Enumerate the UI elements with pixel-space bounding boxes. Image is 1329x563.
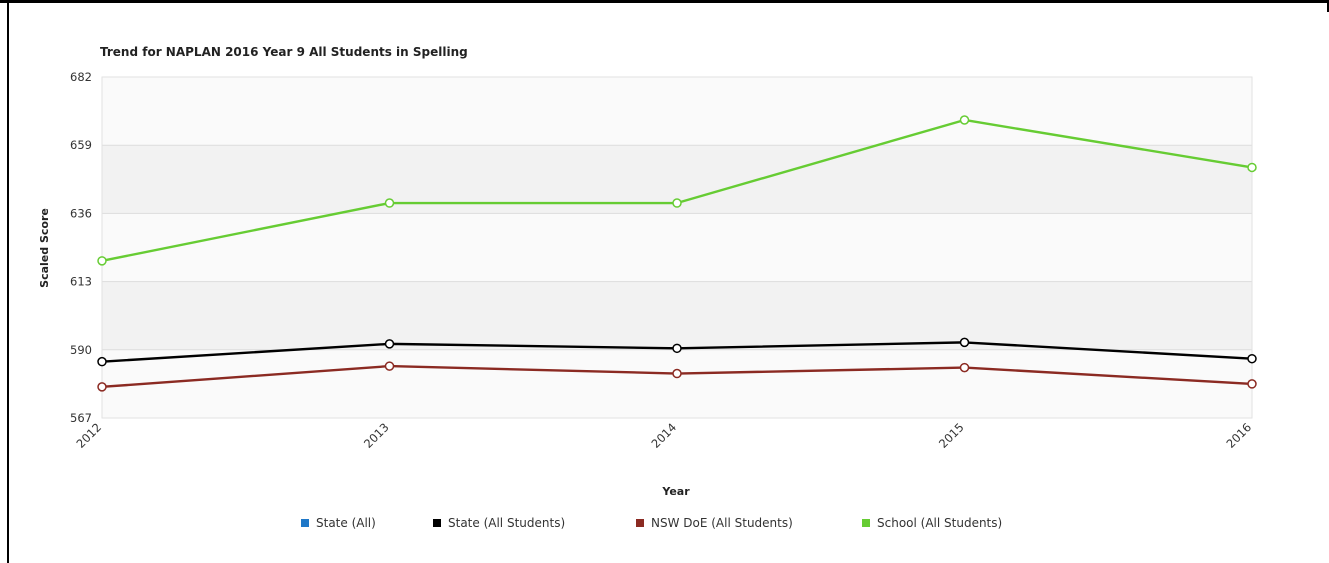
plot-band	[102, 77, 1252, 146]
data-point[interactable]	[384, 361, 395, 371]
data-point[interactable]	[384, 198, 395, 208]
data-point[interactable]	[1247, 162, 1257, 173]
data-point[interactable]	[959, 115, 970, 125]
data-point[interactable]	[384, 339, 395, 349]
chart-title: Trend for NAPLAN 2016 Year 9 All Student…	[100, 45, 468, 59]
plot-band	[102, 349, 1252, 418]
legend: State (All) State (All Students) NSW DoE (…	[301, 516, 1002, 530]
plot-band	[102, 281, 1252, 350]
x-tick-label: 2016	[1224, 420, 1255, 451]
data-point[interactable]	[97, 256, 107, 266]
data-point[interactable]	[97, 356, 107, 367]
data-point[interactable]	[672, 368, 682, 379]
data-point[interactable]	[1247, 353, 1257, 364]
data-point[interactable]	[959, 362, 970, 373]
y-axis-title: Scaled Score	[38, 208, 51, 288]
plot-band	[102, 213, 1252, 282]
x-axis-title: Year	[661, 485, 690, 498]
y-tick-label: 682	[70, 70, 92, 84]
y-tick-label: 567	[70, 411, 92, 425]
y-axis-ticks: 567 590 613 636 659 682	[70, 70, 92, 425]
x-tick-label: 2014	[649, 420, 680, 451]
series-group	[97, 115, 1257, 392]
legend-swatch	[301, 519, 309, 527]
legend-swatch	[433, 519, 441, 527]
y-tick-label: 659	[70, 138, 92, 152]
frame-right-border	[1327, 0, 1329, 12]
data-point[interactable]	[672, 343, 682, 354]
x-axis-ticks: 2012 2013 2014 2015 2016	[74, 420, 1255, 451]
data-point[interactable]	[1247, 379, 1257, 389]
x-tick-label: 2013	[361, 420, 392, 451]
y-tick-label: 636	[70, 206, 92, 220]
legend-item-label[interactable]: NSW DoE (All Students)	[651, 516, 793, 530]
frame-top-border	[0, 0, 1329, 3]
data-point[interactable]	[672, 198, 682, 208]
plot-bands	[102, 77, 1252, 418]
y-tick-label: 613	[70, 275, 92, 289]
legend-swatch	[636, 519, 644, 527]
plot-frame	[101, 76, 1253, 419]
legend-swatch	[862, 519, 870, 527]
frame-left-border	[7, 0, 9, 563]
data-point[interactable]	[959, 337, 970, 348]
legend-item-label[interactable]: State (All)	[316, 516, 376, 530]
legend-item-label[interactable]: State (All Students)	[448, 516, 565, 530]
data-point[interactable]	[97, 382, 107, 392]
legend-item-label[interactable]: School (All Students)	[877, 516, 1002, 530]
x-tick-label: 2015	[936, 420, 967, 451]
y-tick-label: 590	[70, 343, 92, 357]
